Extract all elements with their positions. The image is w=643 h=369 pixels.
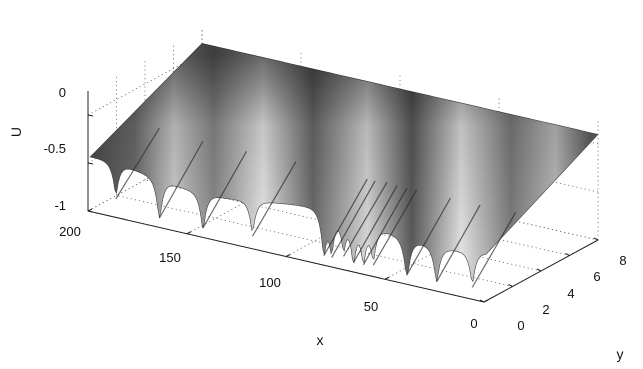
surface-cusp-ridge (372, 189, 418, 266)
x-tick-label: 100 (259, 275, 281, 290)
side-wall-gridline (87, 52, 203, 116)
y-tick-label: 0 (517, 318, 524, 333)
z-tick-mark (87, 114, 94, 117)
x-tick-mark (384, 276, 390, 280)
surface-cusp-ridge (158, 140, 204, 219)
x-axis-label: x (317, 332, 324, 348)
y-tick-label: 2 (542, 302, 549, 317)
z-tick-label: -0.5 (44, 141, 66, 156)
surface-mesh (89, 43, 599, 288)
x-tick-label: 200 (59, 224, 81, 239)
surface-cusp-ridge (406, 197, 451, 276)
y-tick-label: 4 (567, 286, 574, 301)
z-tick-label: 0 (59, 85, 66, 100)
z-axis-label: U (8, 127, 24, 137)
surface-cusp-ridge (251, 161, 297, 237)
x-tick-mark (285, 254, 291, 257)
y-tick-mark (593, 237, 599, 241)
surface-cusp-ridge (436, 204, 481, 282)
floor-gridline (384, 216, 500, 280)
back-wall-gridline (201, 148, 599, 241)
z-tick-labels: 0 -0.5 -1 (44, 85, 66, 213)
x-tick-label: 50 (364, 299, 378, 314)
surface-cusp-ridge (202, 150, 247, 229)
floor-gridline (173, 164, 570, 256)
y-tick-mark (565, 253, 570, 256)
surface-cusp-ridge (471, 211, 517, 288)
floor-gridline (116, 195, 513, 287)
z-tick-mark (87, 210, 94, 213)
side-wall-gridline (87, 148, 203, 212)
y-tick-label: 6 (593, 269, 600, 284)
x-tick-labels: 200 150 100 50 0 (59, 224, 477, 331)
y-tick-labels: 0 2 4 6 8 (517, 253, 626, 333)
surface-cusp-ridge (343, 181, 388, 257)
surface-cusp-ridge (352, 185, 398, 263)
axes-foreground (87, 114, 599, 303)
x-tick-mark (483, 299, 489, 303)
floor-gridline (285, 194, 401, 257)
x-tick-label: 0 (470, 316, 477, 331)
z-tick-mark (87, 162, 94, 165)
y-axis-label: y (617, 346, 624, 362)
y-tick-label: 8 (619, 253, 626, 268)
y-tick-mark (508, 284, 513, 287)
y-tick-mark (479, 299, 485, 303)
surface-depth-shading (90, 43, 598, 282)
x-tick-label: 150 (159, 250, 181, 265)
surface-cusp-ridge (323, 178, 368, 257)
surface-cusp-ridge (331, 180, 376, 258)
x-tick-mark (186, 231, 192, 235)
surface-cusp-ridge (115, 127, 160, 200)
z-tick-label: -1 (54, 198, 66, 213)
y-tick-mark (536, 268, 542, 272)
surface-cusp-ridge (362, 187, 408, 266)
